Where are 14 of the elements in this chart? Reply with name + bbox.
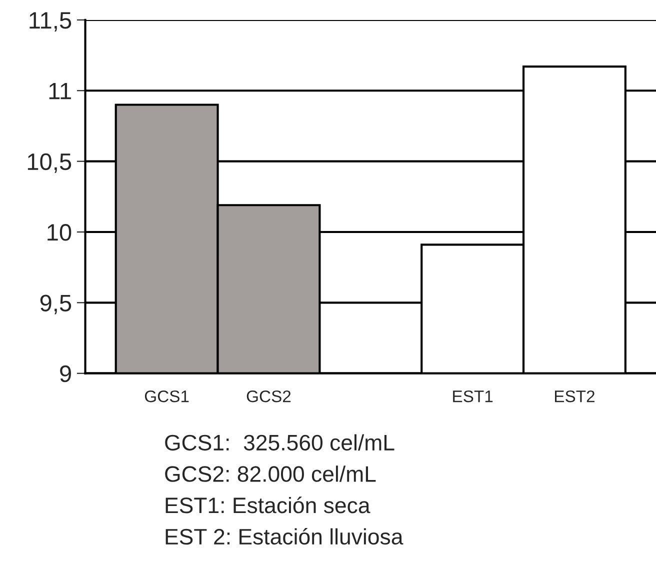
y-tick-label: 9 [60, 365, 71, 382]
x-tick-label: EST2 [554, 390, 594, 402]
y-tick-label: 11,5 [30, 12, 72, 32]
y-tick-label: 10,5 [28, 153, 72, 173]
text: GCS1: 325.560 cel/mL [165, 434, 394, 451]
y-tick-label: 11 [49, 82, 71, 100]
text: EST 2: Estación lluviosa [166, 528, 404, 545]
x-tick-label: EST1 [453, 390, 493, 402]
x-tick-label: GCS1 [144, 390, 189, 402]
y-tick-label: 9,5 [40, 294, 72, 314]
x-tick-label: GCS2 [246, 390, 291, 402]
text: GCS2: 82.000 cel/mL [165, 466, 376, 482]
y-tick-label: 10 [48, 224, 72, 241]
text: EST1: Estación seca [166, 496, 370, 514]
